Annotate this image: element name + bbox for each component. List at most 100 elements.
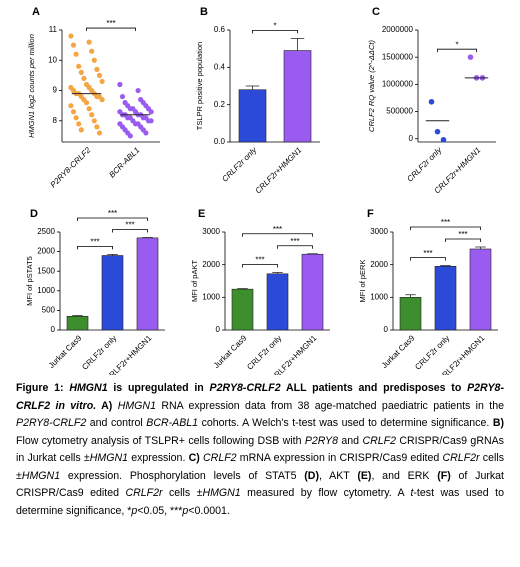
caption-text: HMGN1	[69, 382, 108, 394]
y-axis-label: MFI of pSTAT5	[25, 256, 34, 306]
y-tick-label: 0.2	[214, 100, 226, 109]
data-point	[96, 130, 103, 136]
caption-text: cells ±	[162, 487, 203, 499]
significance-label: ***	[273, 225, 282, 234]
data-point	[143, 130, 149, 136]
panel-letter: B	[200, 6, 208, 18]
caption-text: ALL patients and predisposes to	[280, 382, 468, 394]
panel-letter: F	[367, 208, 374, 220]
error-bar	[245, 85, 260, 90]
caption: Figure 1: HMGN1 is upregulated in P2RY8-…	[16, 380, 504, 520]
significance-bracket	[112, 229, 148, 233]
data-point	[440, 137, 447, 143]
y-tick-label: 1000	[37, 286, 55, 295]
significance-label: ***	[423, 249, 432, 258]
significance-label: ***	[106, 19, 115, 28]
caption-text: HMGN1	[89, 452, 128, 464]
data-point	[86, 106, 92, 112]
caption-text: in vitro.	[50, 399, 97, 412]
caption-text: -test was used to determine significance…	[16, 487, 507, 517]
significance-bracket	[77, 217, 148, 221]
caption-text: p	[131, 504, 138, 517]
bar	[283, 50, 312, 143]
data-point	[78, 127, 84, 133]
data-point	[148, 109, 154, 115]
data-point	[81, 75, 87, 82]
caption-text: expression.	[128, 452, 189, 464]
y-tick-label: 0	[384, 325, 389, 334]
caption-text: mRNA expression in CRISPR/Cas9 edited	[236, 452, 443, 464]
significance-label: ***	[125, 221, 134, 230]
caption-text: BCR-ABL1	[146, 417, 199, 429]
y-tick-label: 2000	[202, 260, 220, 269]
significance-bracket	[77, 245, 113, 250]
caption-text: P2RY8	[304, 434, 339, 447]
y-tick-label: 2500	[37, 227, 55, 236]
bar	[101, 255, 124, 331]
caption-text: expression. Phosphorylation levels of ST…	[60, 469, 305, 482]
bar	[434, 265, 457, 331]
caption-text: CRLF2r	[442, 452, 480, 464]
data-point	[91, 118, 97, 124]
caption-text: , and ERK	[371, 469, 438, 482]
data-point	[99, 97, 105, 103]
significance-label: *	[273, 22, 276, 31]
data-point	[70, 109, 77, 115]
caption-text: cells ±	[16, 452, 507, 482]
panel-letter: D	[30, 208, 38, 220]
caption-text: HMGN1	[117, 399, 156, 412]
caption-text: CRLF2	[203, 452, 237, 464]
y-tick-label: 0.4	[214, 62, 226, 71]
caption-text: t	[410, 487, 414, 499]
y-tick-label: 0	[216, 325, 221, 334]
data-point	[117, 81, 123, 88]
y-tick-label: 3000	[370, 227, 388, 236]
y-tick-label: 2000	[370, 260, 388, 269]
bar	[399, 297, 422, 331]
bar	[66, 315, 89, 331]
data-point	[78, 69, 84, 75]
data-point	[83, 100, 90, 106]
data-point	[76, 63, 82, 69]
caption-text: RNA expression data from 38 age-matched …	[155, 399, 507, 412]
data-point	[68, 103, 74, 109]
y-tick-label: 1500000	[382, 52, 414, 61]
y-tick-label: 0.0	[214, 137, 226, 146]
panel-letter: A	[32, 6, 40, 18]
caption-text: CRLF2r	[125, 487, 163, 499]
bar	[136, 237, 159, 331]
error-bar	[272, 272, 283, 274]
data-point	[73, 51, 79, 57]
caption-text: P2RY8-CRLF2	[16, 417, 87, 429]
data-point	[148, 118, 154, 124]
caption-text: CRLF2	[362, 434, 396, 447]
data-point	[70, 42, 77, 48]
caption-text: (D)	[304, 469, 319, 482]
y-tick-label: 1000	[202, 292, 220, 301]
y-tick-label: 1500	[37, 266, 55, 275]
data-point	[89, 112, 95, 118]
caption-text: measured by flow cytometry. A	[240, 487, 411, 499]
y-tick-label: 500000	[386, 107, 413, 116]
significance-bracket	[252, 30, 298, 34]
data-point	[68, 33, 74, 39]
caption-text: , AKT	[318, 469, 358, 482]
x-tick-label: Jurkat Cas9	[47, 333, 84, 370]
data-point	[428, 98, 435, 105]
caption-text: <0.0001.	[188, 504, 230, 517]
bar	[301, 253, 324, 331]
error-bar	[475, 246, 486, 249]
y-tick-label: 0	[409, 134, 414, 143]
x-tick-label: Jurkat Cas9	[380, 333, 417, 370]
data-point	[73, 115, 79, 121]
data-point	[434, 128, 441, 135]
error-bar	[405, 294, 416, 298]
caption-text: is upregulated in	[107, 382, 210, 394]
x-tick-label: CRLF2r only	[220, 145, 259, 184]
y-tick-label: 500	[42, 306, 56, 315]
y-axis-label: MFI of pAKT	[190, 260, 199, 303]
bar	[231, 288, 254, 331]
data-point	[94, 124, 100, 130]
bar	[469, 248, 492, 331]
